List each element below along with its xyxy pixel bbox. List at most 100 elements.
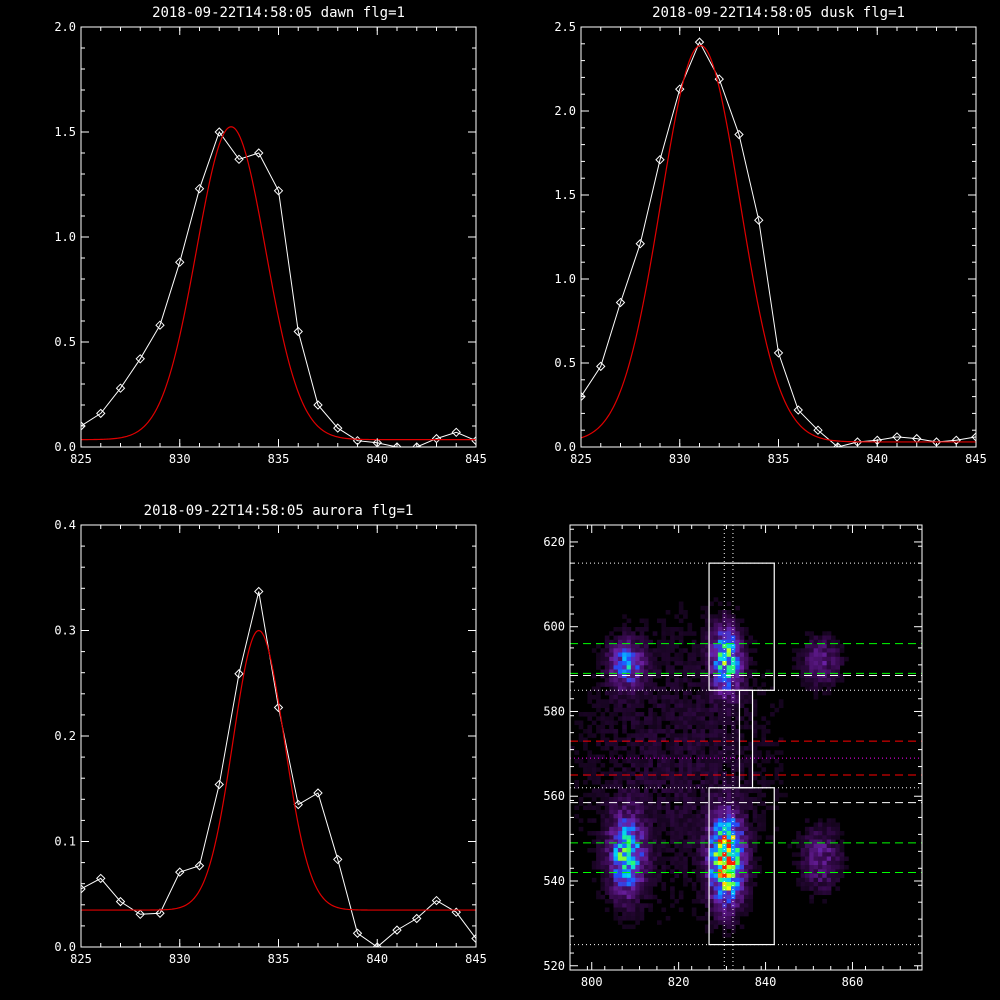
image-pixel (731, 669, 736, 675)
image-pixel (691, 886, 697, 891)
image-pixel (704, 635, 710, 641)
image-pixel (761, 733, 767, 738)
image-pixel (735, 699, 740, 704)
image-pixel (774, 797, 780, 802)
image-pixel (735, 682, 740, 687)
image-pixel (709, 780, 714, 785)
image-pixel (596, 856, 601, 862)
image-pixel (622, 635, 627, 641)
image-pixel (704, 741, 710, 747)
image-pixel (657, 716, 662, 721)
image-pixel (700, 801, 706, 806)
image-pixel (630, 903, 636, 908)
image-pixel (587, 818, 593, 823)
image-pixel (744, 903, 749, 908)
image-pixel (704, 809, 710, 815)
image-pixel (596, 865, 601, 870)
image-pixel (683, 720, 688, 726)
image-pixel (587, 690, 593, 696)
image-pixel (748, 822, 754, 828)
image-pixel (609, 822, 614, 828)
image-pixel (674, 695, 680, 700)
image-pixel (644, 860, 649, 866)
image-pixel (661, 860, 667, 866)
image-pixel (717, 627, 723, 632)
image-pixel (783, 792, 788, 798)
image-pixel (652, 716, 658, 721)
image-pixel (704, 788, 710, 794)
image-pixel (687, 848, 693, 853)
image-pixel (744, 856, 749, 862)
image-pixel (770, 712, 775, 717)
image-pixel (652, 843, 658, 849)
image-pixel (713, 911, 719, 917)
image-pixel (670, 822, 675, 828)
image-pixel (639, 639, 645, 645)
image-pixel (635, 860, 640, 866)
image-pixel (713, 890, 719, 896)
image-pixel (622, 729, 627, 734)
image-pixel (717, 852, 723, 857)
image-pixel (665, 729, 671, 734)
image-pixel (735, 644, 740, 649)
image-pixel (713, 622, 719, 628)
image-pixel (735, 720, 740, 726)
image-pixel (809, 631, 814, 636)
image-pixel (622, 648, 627, 653)
image-pixel (748, 873, 754, 879)
image-pixel (596, 852, 601, 857)
image-pixel (626, 890, 632, 896)
image-pixel (748, 635, 754, 641)
image-pixel (726, 610, 732, 615)
image-pixel (744, 873, 749, 879)
image-pixel (744, 665, 749, 670)
image-pixel (735, 665, 740, 670)
y-tick-label: 0.5 (554, 356, 576, 370)
image-pixel (704, 614, 710, 619)
image-pixel (731, 652, 736, 658)
image-pixel (696, 746, 701, 751)
image-pixel (587, 805, 593, 811)
image-pixel (591, 792, 597, 798)
image-pixel (835, 639, 841, 645)
image-pixel (839, 644, 845, 649)
image-pixel (635, 856, 640, 862)
image-pixel (683, 707, 688, 713)
image-pixel (622, 848, 627, 853)
image-pixel (644, 865, 649, 870)
image-pixel (635, 644, 640, 649)
image-pixel (630, 865, 636, 870)
image-pixel (661, 652, 667, 658)
image-pixel (818, 886, 823, 891)
image-pixel (757, 763, 762, 768)
image-pixel (648, 814, 653, 819)
image-pixel (587, 695, 593, 700)
image-pixel (609, 818, 614, 823)
image-pixel (822, 665, 827, 670)
image-pixel (717, 835, 723, 840)
image-pixel (626, 669, 632, 675)
image-pixel (635, 737, 640, 743)
image-pixel (800, 648, 806, 653)
image-pixel (717, 733, 723, 738)
image-pixel (713, 848, 719, 853)
image-pixel (709, 928, 714, 934)
image-pixel (674, 873, 680, 879)
image-pixel (622, 860, 627, 866)
image-pixel (739, 924, 745, 930)
image-pixel (622, 899, 627, 904)
image-pixel (657, 661, 662, 666)
data-point (581, 391, 586, 402)
image-pixel (635, 733, 640, 738)
image-pixel (639, 656, 645, 662)
image-pixel (709, 784, 714, 789)
data-point (615, 297, 626, 308)
image-pixel (609, 797, 614, 802)
image-pixel (717, 622, 723, 628)
image-pixel (670, 780, 675, 785)
image-pixel (657, 758, 662, 764)
image-pixel (757, 814, 762, 819)
image-pixel (665, 809, 671, 815)
image-pixel (691, 665, 697, 670)
image-pixel (717, 792, 723, 798)
